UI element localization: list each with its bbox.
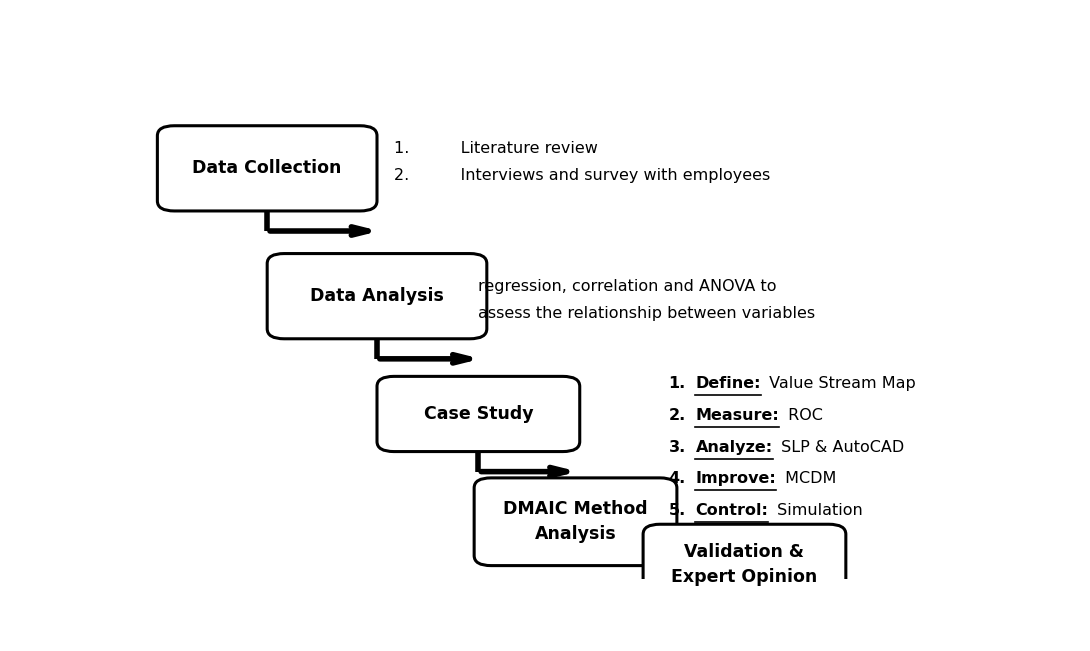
Text: Define:: Define: [695, 376, 761, 391]
Text: MCDM: MCDM [779, 471, 836, 486]
Text: ROC: ROC [783, 408, 823, 423]
FancyBboxPatch shape [474, 478, 677, 566]
Text: Analyze:: Analyze: [695, 439, 773, 454]
Text: Improve:: Improve: [695, 471, 776, 486]
Text: regression, correlation and ANOVA to
assess the relationship between variables: regression, correlation and ANOVA to ass… [479, 279, 815, 321]
Text: 2.: 2. [668, 408, 686, 423]
Text: Control:: Control: [695, 503, 768, 518]
Text: Data Collection: Data Collection [193, 159, 342, 177]
FancyBboxPatch shape [157, 126, 377, 211]
Text: Case Study: Case Study [424, 405, 533, 423]
Text: Data Analysis: Data Analysis [310, 287, 444, 305]
Text: Value Stream Map: Value Stream Map [764, 376, 916, 391]
Text: Measure:: Measure: [695, 408, 779, 423]
FancyBboxPatch shape [377, 376, 580, 452]
Text: Validation &
Expert Opinion: Validation & Expert Opinion [671, 543, 818, 586]
Text: 4.: 4. [668, 471, 686, 486]
Text: DMAIC Method
Analysis: DMAIC Method Analysis [504, 500, 647, 543]
FancyBboxPatch shape [643, 524, 846, 604]
Text: 1.          Literature review
2.          Interviews and survey with employees: 1. Literature review 2. Interviews and s… [393, 141, 771, 183]
Text: 1.: 1. [668, 376, 686, 391]
Text: 3.: 3. [668, 439, 686, 454]
Text: Simulation: Simulation [772, 503, 862, 518]
Text: SLP & AutoCAD: SLP & AutoCAD [776, 439, 905, 454]
Text: 5.: 5. [668, 503, 686, 518]
FancyBboxPatch shape [267, 254, 487, 339]
